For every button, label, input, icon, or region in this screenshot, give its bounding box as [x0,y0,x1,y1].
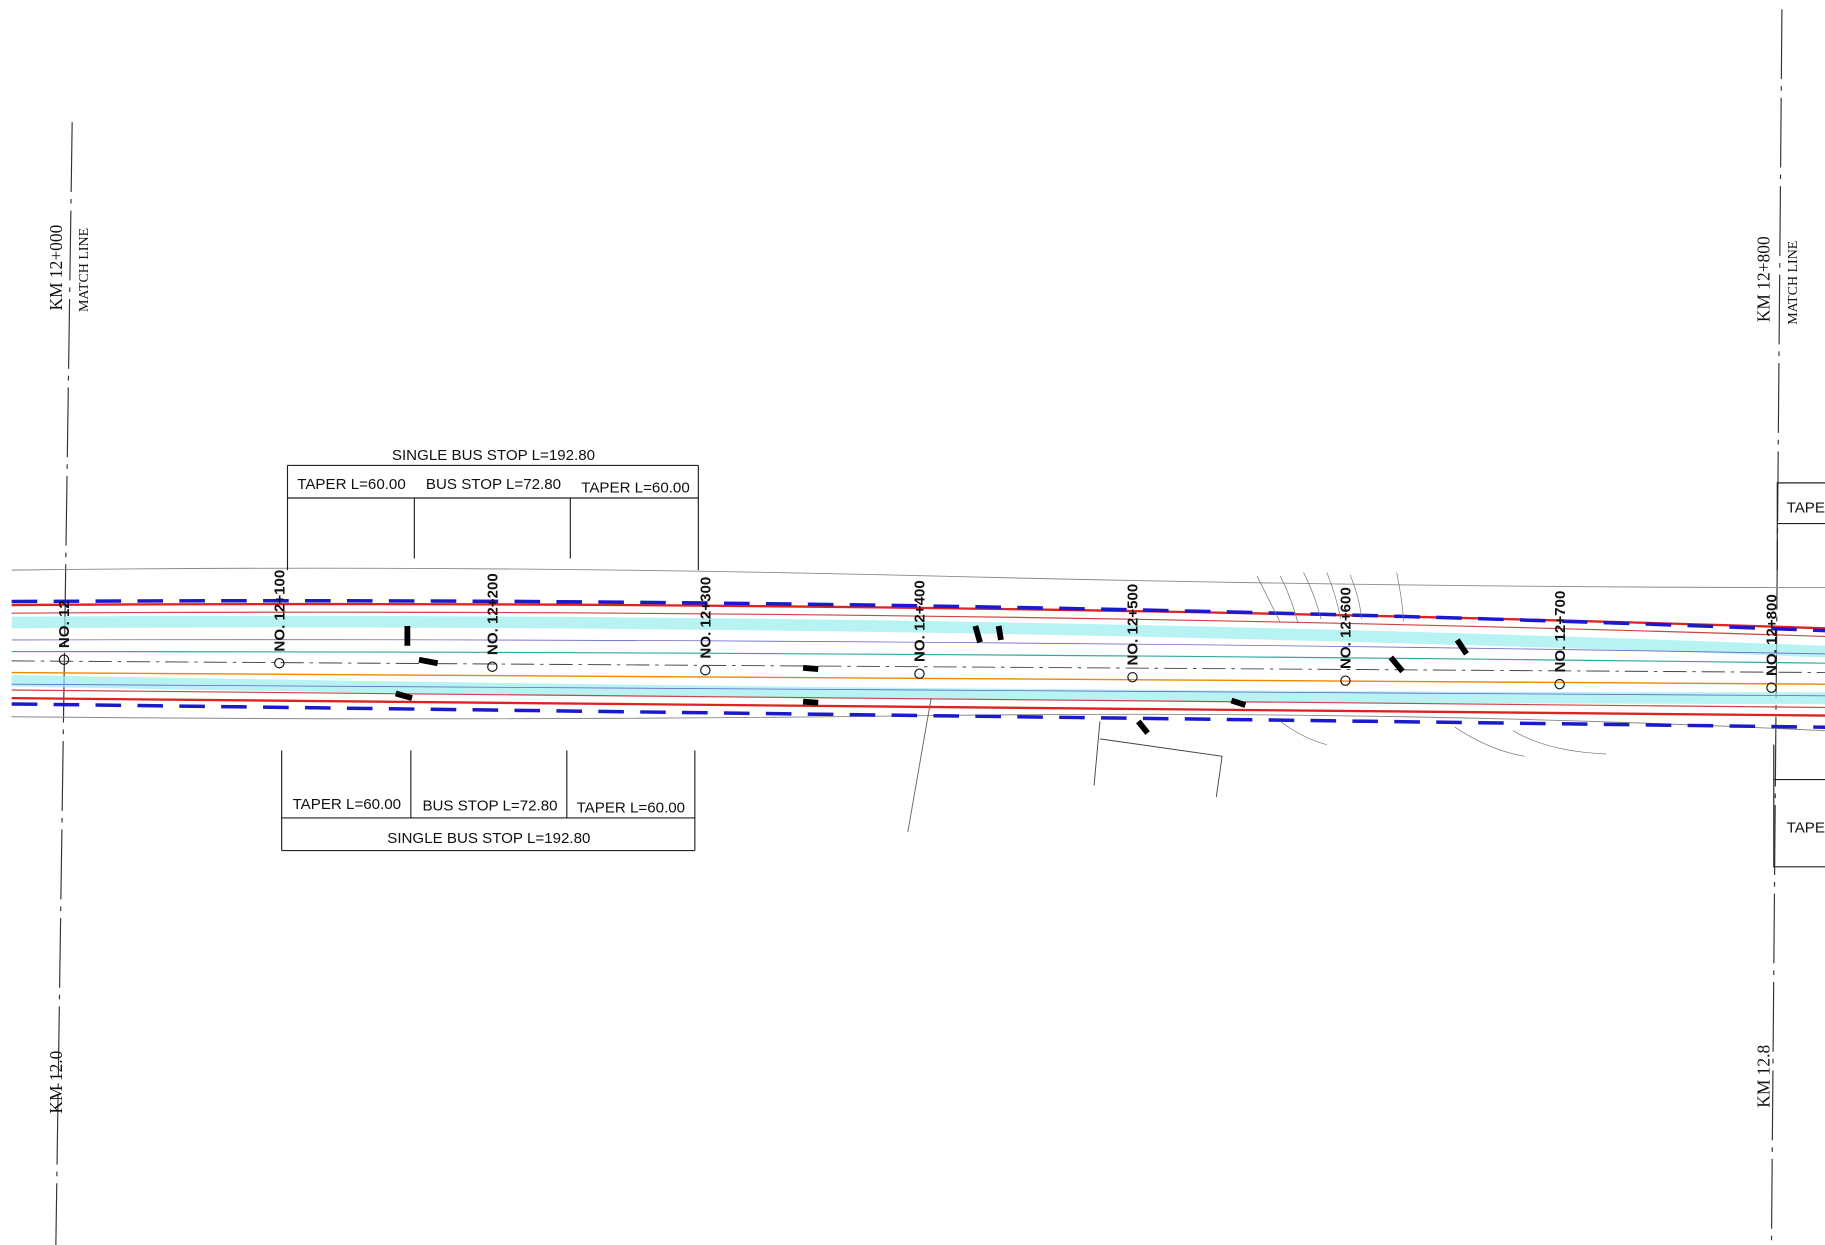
station-marker [700,664,711,676]
segment-label: BUS STOP L=72.80 [426,476,561,493]
taper-label: TAPE [1787,819,1825,836]
station-marker [1127,671,1138,683]
station-label: NO. 12+800 [1764,594,1781,676]
segment-label: TAPER L=60.00 [297,476,406,493]
station-marker [1340,675,1351,686]
match-line-label: MATCH LINE [1786,241,1801,325]
station-label: NO. 12+100 [271,570,288,652]
station-label: KM 12+000 [46,224,66,310]
bus-stop-total: SINGLE BUS STOP L=192.80 [392,447,595,464]
bus-stop-total: SINGLE BUS STOP L=192.80 [387,830,590,847]
station-marker [58,654,70,665]
station-label: NO. 12+300 [697,577,714,659]
km-label: KM 12.0 [46,1050,66,1113]
taper-label: TAPE [1787,499,1825,516]
station-marker [274,657,285,669]
station-label: NO. 12+400 [912,580,929,662]
segment-label: TAPER L=60.00 [581,480,690,497]
station-label: KM 12+800 [1754,236,1774,322]
match-line [1770,9,1783,1245]
segment-label: TAPER L=60.00 [293,796,402,813]
station-label: NO. 12 [56,600,73,648]
station-label: NO. 12+500 [1125,584,1142,666]
station-marker [487,661,498,672]
segment-label: BUS STOP L=72.80 [422,797,557,814]
stations: NO. 12 NO. 12+100 NO. 12+200 NO. 12+300 NO. … [56,570,1781,693]
station-label: NO. 12+200 [484,573,501,655]
road [11,567,1825,833]
km-label: KM 12.8 [1754,1045,1774,1108]
station-label: NO. 12+600 [1338,587,1355,669]
station-marker [914,668,925,679]
match-line-label: MATCH LINE [77,228,92,312]
station-marker [1766,682,1777,693]
station-label: NO. 12+700 [1552,591,1569,673]
station-marker [1554,678,1565,690]
segment-label: TAPER L=60.00 [577,800,686,817]
bus-stop-frame [281,464,1825,868]
